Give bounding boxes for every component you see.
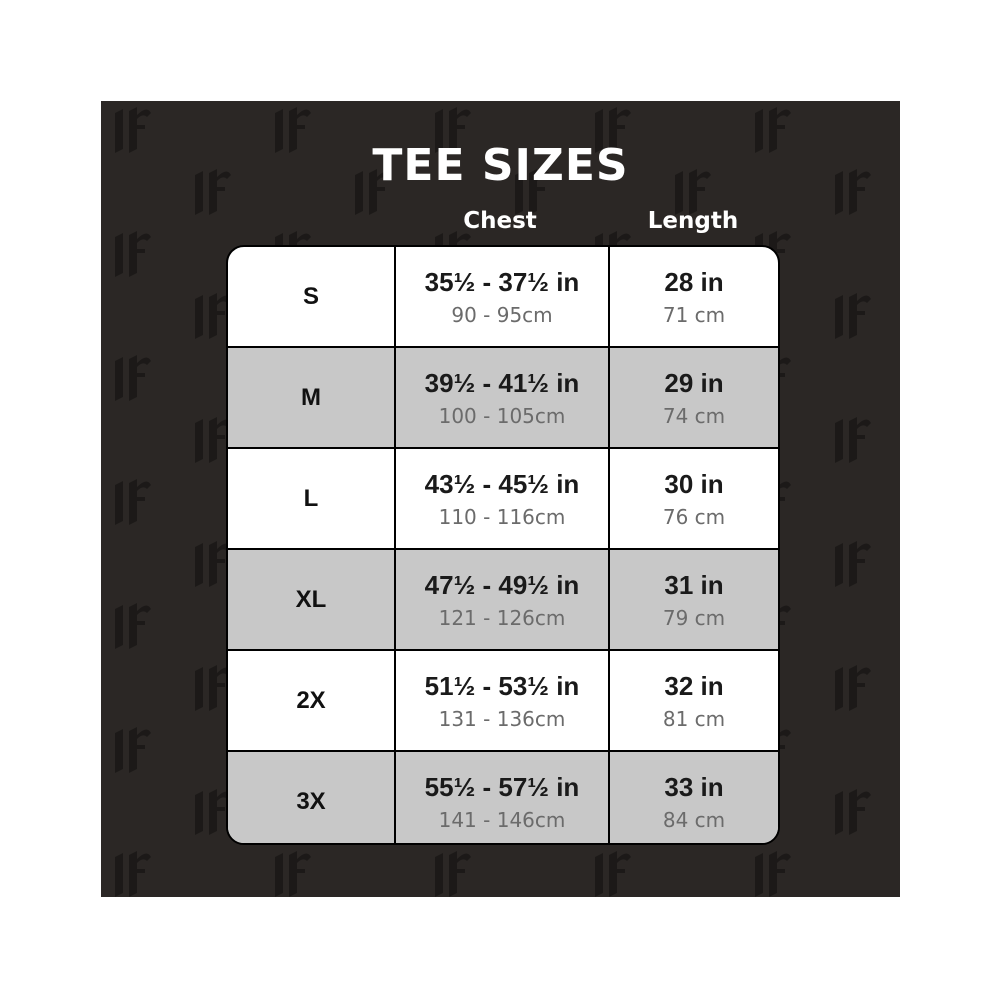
length-cell: 28 in 71 cm: [610, 247, 778, 346]
length-cm: 76 cm: [662, 504, 726, 529]
column-header-length: Length: [647, 208, 739, 234]
length-cell: 32 in 81 cm: [610, 651, 778, 750]
length-inches: 31 in: [664, 569, 724, 600]
length-inches: 33 in: [664, 771, 724, 802]
length-inches: 32 in: [664, 670, 724, 701]
chest-inches: 55½ - 57½ in: [424, 771, 580, 802]
length-cell: 31 in 79 cm: [610, 550, 778, 649]
table-row: L 43½ - 45½ in 110 - 116cm 30 in 76 cm: [228, 449, 778, 550]
size-label: M: [228, 348, 396, 447]
length-cm: 84 cm: [662, 807, 726, 832]
chest-inches: 51½ - 53½ in: [424, 670, 580, 701]
chest-cell: 39½ - 41½ in 100 - 105cm: [396, 348, 610, 447]
chest-cm: 141 - 146cm: [438, 807, 566, 832]
chest-cell: 51½ - 53½ in 131 - 136cm: [396, 651, 610, 750]
table-row: S 35½ - 37½ in 90 - 95cm 28 in 71 cm: [228, 247, 778, 348]
table-row: 3X 55½ - 57½ in 141 - 146cm 33 in 84 cm: [228, 752, 778, 843]
chest-cm: 110 - 116cm: [438, 504, 566, 529]
chest-cell: 47½ - 49½ in 121 - 126cm: [396, 550, 610, 649]
chest-cm: 100 - 105cm: [438, 403, 566, 428]
length-inches: 28 in: [664, 266, 724, 297]
size-label: XL: [228, 550, 396, 649]
length-cell: 29 in 74 cm: [610, 348, 778, 447]
length-cell: 33 in 84 cm: [610, 752, 778, 843]
length-cell: 30 in 76 cm: [610, 449, 778, 548]
page-title: TEE SIZES: [372, 140, 629, 191]
chest-cell: 43½ - 45½ in 110 - 116cm: [396, 449, 610, 548]
size-label: 3X: [228, 752, 396, 843]
chest-inches: 35½ - 37½ in: [424, 266, 580, 297]
size-label: 2X: [228, 651, 396, 750]
table-row: XL 47½ - 49½ in 121 - 126cm 31 in 79 cm: [228, 550, 778, 651]
length-cm: 81 cm: [662, 706, 726, 731]
length-cm: 79 cm: [662, 605, 726, 630]
chest-cm: 121 - 126cm: [438, 605, 566, 630]
size-table: S 35½ - 37½ in 90 - 95cm 28 in 71 cm M 3…: [226, 245, 780, 845]
table-row: 2X 51½ - 53½ in 131 - 136cm 32 in 81 cm: [228, 651, 778, 752]
column-header-chest: Chest: [463, 208, 537, 234]
length-cm: 71 cm: [662, 302, 726, 327]
length-inches: 30 in: [664, 468, 724, 499]
length-cm: 74 cm: [662, 403, 726, 428]
chest-cm: 131 - 136cm: [438, 706, 566, 731]
chest-cell: 35½ - 37½ in 90 - 95cm: [396, 247, 610, 346]
length-inches: 29 in: [664, 367, 724, 398]
chest-inches: 47½ - 49½ in: [424, 569, 580, 600]
chest-cell: 55½ - 57½ in 141 - 146cm: [396, 752, 610, 843]
chest-inches: 39½ - 41½ in: [424, 367, 580, 398]
size-label: L: [228, 449, 396, 548]
chest-inches: 43½ - 45½ in: [424, 468, 580, 499]
chest-cm: 90 - 95cm: [451, 302, 553, 327]
table-row: M 39½ - 41½ in 100 - 105cm 29 in 74 cm: [228, 348, 778, 449]
size-label: S: [228, 247, 396, 346]
